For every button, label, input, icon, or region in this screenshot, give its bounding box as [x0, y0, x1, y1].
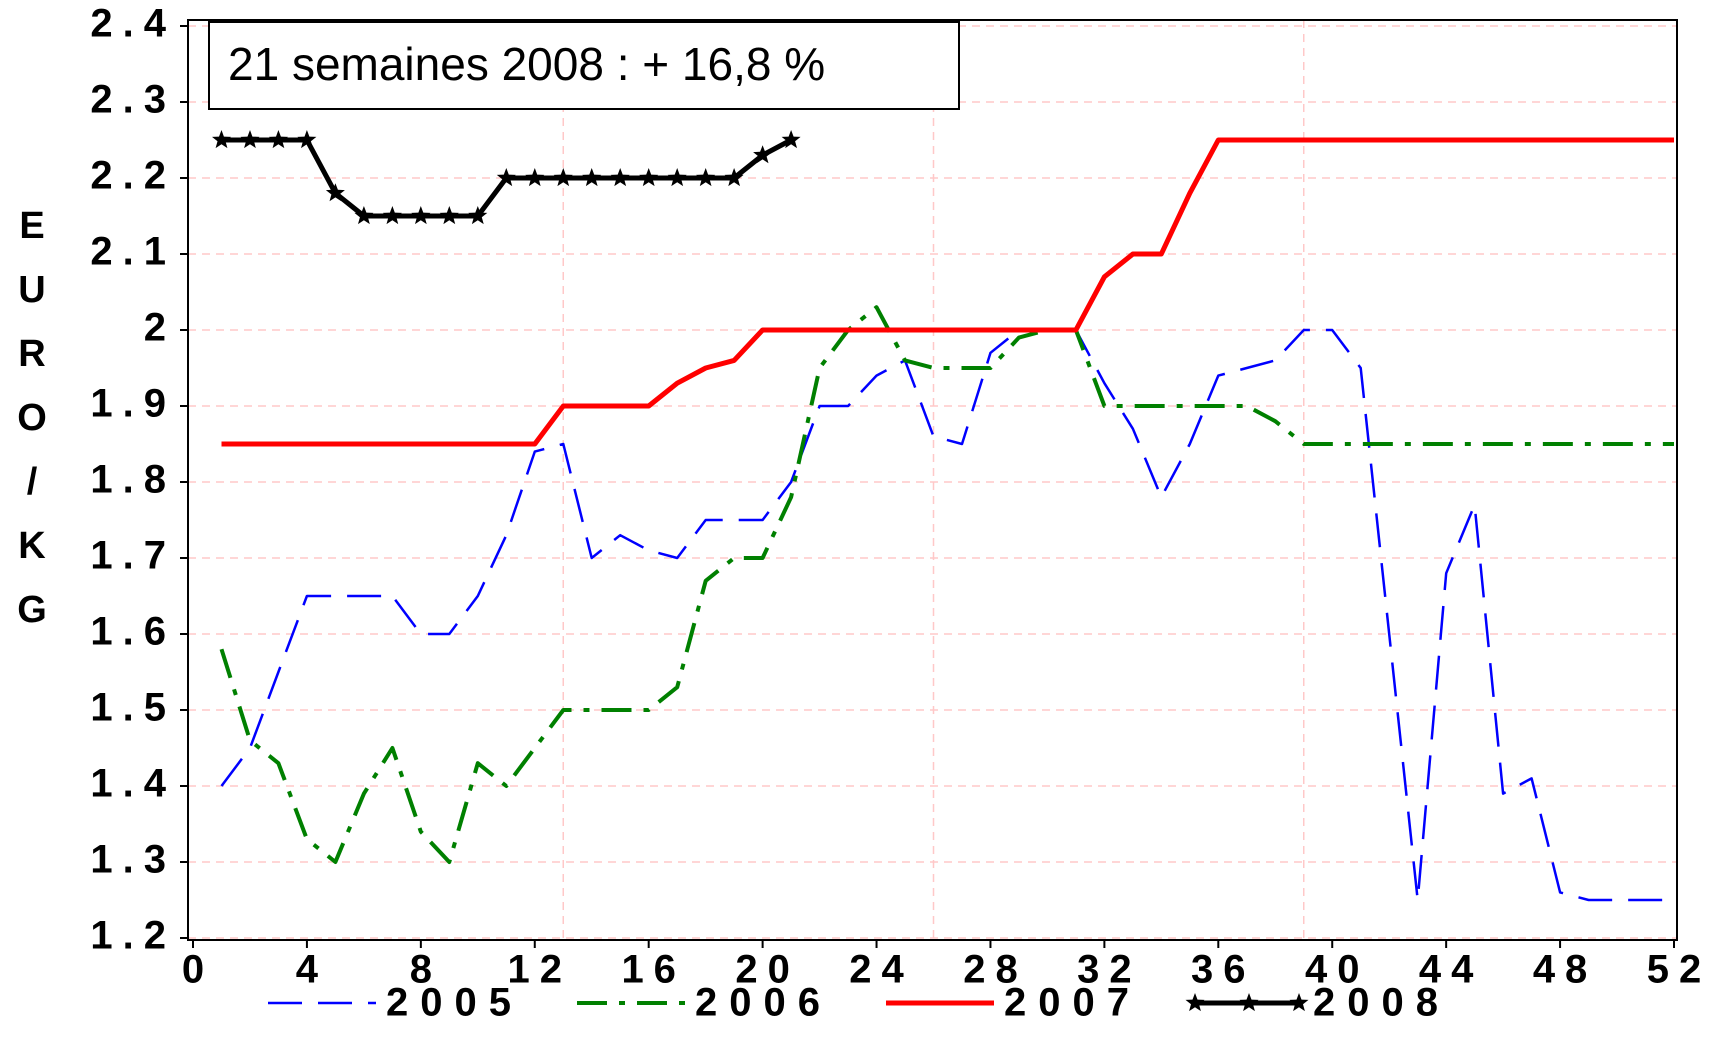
annotation: 21 semaines 2008 : + 16,8 %	[228, 38, 825, 90]
star-marker	[582, 168, 602, 187]
legend-star	[1239, 993, 1259, 1012]
star-marker	[639, 168, 659, 187]
legend-star	[1185, 993, 1205, 1012]
legend-label: 2006	[695, 981, 832, 1025]
y-tick-label: 1.8	[90, 458, 176, 502]
star-marker	[354, 206, 374, 225]
y-tick-label: 1.5	[90, 686, 176, 730]
legend-label: 2007	[1004, 981, 1141, 1025]
x-tick-label: 32	[1077, 948, 1142, 992]
y-tick-label: 2.1	[90, 230, 176, 274]
plot-frame	[187, 19, 1678, 941]
x-tick-label: 36	[1191, 948, 1256, 992]
series-line	[221, 137, 1674, 447]
x-tick-label: 44	[1419, 948, 1484, 992]
y-tick-label: 2.3	[90, 78, 176, 122]
star-marker	[553, 168, 573, 187]
y-tick-label: 1.7	[90, 534, 176, 578]
star-marker	[525, 168, 545, 187]
y-tick-label: 1.3	[90, 838, 176, 882]
star-marker	[753, 145, 773, 164]
y-tick-label: 1.2	[90, 914, 176, 958]
y-tick-label: 2.4	[90, 2, 176, 46]
star-marker	[382, 206, 402, 225]
y-axis-label: EURO/KG	[11, 205, 53, 653]
star-marker	[325, 183, 345, 202]
y-tick-label: 1.4	[90, 762, 176, 806]
star-marker	[439, 206, 459, 225]
star-marker	[212, 130, 231, 149]
x-tick-label: 48	[1533, 948, 1598, 992]
star-marker	[411, 206, 431, 225]
star-marker	[240, 130, 260, 149]
series-line	[220, 328, 1674, 902]
series-line	[219, 305, 1674, 864]
star-marker	[297, 130, 317, 149]
y-tick-label: 1.9	[90, 382, 176, 426]
x-tick-label: 0	[182, 948, 214, 992]
x-tick-label: 4	[296, 948, 328, 992]
x-tick-label: 20	[735, 948, 800, 992]
y-tick-label: 2	[144, 306, 176, 350]
x-tick-label: 12	[508, 948, 573, 992]
x-tick-label: 24	[849, 948, 914, 992]
x-tick-label: 28	[963, 948, 1028, 992]
star-marker	[468, 206, 488, 225]
star-marker	[781, 130, 801, 149]
y-tick-label: 2.2	[90, 154, 176, 198]
y-tick-label: 1.6	[90, 610, 176, 654]
star-marker	[724, 168, 744, 187]
x-tick-label: 52	[1647, 948, 1709, 992]
x-tick-label: 16	[621, 948, 686, 992]
star-marker	[696, 168, 716, 187]
star-marker	[268, 130, 288, 149]
legend-label: 2005	[386, 981, 523, 1025]
x-tick-label: 40	[1305, 948, 1370, 992]
legend-star	[1289, 993, 1309, 1012]
annotation-box	[208, 21, 960, 110]
star-marker	[610, 168, 630, 187]
star-marker	[667, 168, 687, 187]
star-marker	[496, 168, 516, 187]
x-tick-label: 8	[410, 948, 442, 992]
legend-label: 2008	[1313, 981, 1450, 1025]
